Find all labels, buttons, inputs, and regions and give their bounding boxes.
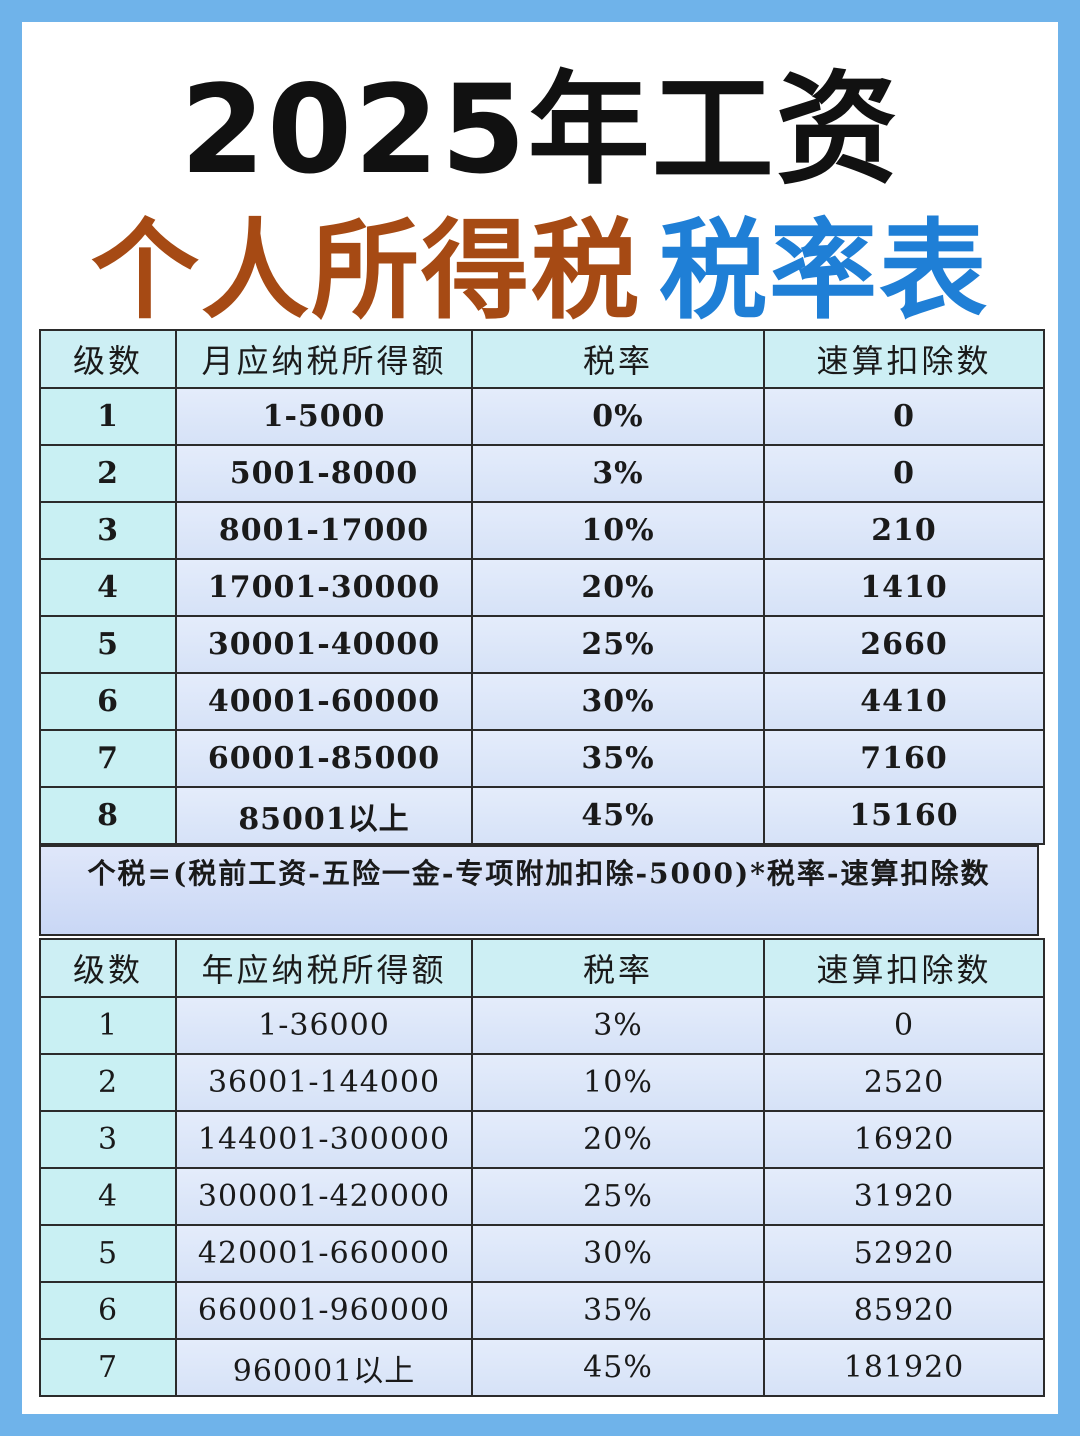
- table-cell: 45%: [471, 786, 765, 845]
- table-cell: 16920: [763, 1110, 1045, 1169]
- table-row: 1 1-36000 3% 0: [39, 996, 1045, 1055]
- table-cell: 7: [39, 729, 177, 788]
- table-cell: 2520: [763, 1053, 1045, 1112]
- table-cell: 3%: [471, 444, 765, 503]
- column-header: 月应纳税所得额: [175, 329, 473, 389]
- table-row: 5 420001-660000 30% 52920: [39, 1224, 1045, 1283]
- table-row: 5 30001-40000 25% 2660: [39, 615, 1045, 674]
- table-cell: 1: [39, 387, 177, 446]
- table-cell: 35%: [471, 729, 765, 788]
- table-cell: 20%: [471, 1110, 765, 1169]
- table-cell: 6: [39, 1281, 177, 1340]
- table-cell: 7: [39, 1338, 177, 1397]
- table-cell: 181920: [763, 1338, 1045, 1397]
- table-cell: 210: [763, 501, 1045, 560]
- table-row: 1 1-5000 0% 0: [39, 387, 1045, 446]
- table-cell: 20%: [471, 558, 765, 617]
- table-cell: 1-36000: [175, 996, 473, 1055]
- table-cell: 5: [39, 615, 177, 674]
- table-cell: 10%: [471, 1053, 765, 1112]
- table-cell: 25%: [471, 1167, 765, 1226]
- table-cell: 6: [39, 672, 177, 731]
- title-tax-rate-table: 个人所得税 税率表: [22, 212, 1058, 332]
- table-cell: 2660: [763, 615, 1045, 674]
- table-cell: 45%: [471, 1338, 765, 1397]
- title-individual-income-tax: 个人所得税: [90, 209, 641, 334]
- table-cell: 3: [39, 1110, 177, 1169]
- table-row: 6 40001-60000 30% 4410: [39, 672, 1045, 731]
- table-cell: 30001-40000: [175, 615, 473, 674]
- table-cell: 2: [39, 444, 177, 503]
- table-cell: 60001-85000: [175, 729, 473, 788]
- column-header: 速算扣除数: [763, 938, 1045, 998]
- table-cell: 300001-420000: [175, 1167, 473, 1226]
- table-cell: 3: [39, 501, 177, 560]
- table-cell: 960001以上: [175, 1338, 473, 1397]
- table-header-row: 级数 月应纳税所得额 税率 速算扣除数: [39, 329, 1045, 389]
- table-row: 3 144001-300000 20% 16920: [39, 1110, 1045, 1169]
- table-cell: 30%: [471, 672, 765, 731]
- table-cell: 31920: [763, 1167, 1045, 1226]
- table-header-row: 级数 年应纳税所得额 税率 速算扣除数: [39, 938, 1045, 998]
- table-cell: 420001-660000: [175, 1224, 473, 1283]
- table-cell: 52920: [763, 1224, 1045, 1283]
- tax-rate-poster: 2025年工资 个人所得税 税率表 级数 月应纳税所得额 税率 速算扣除数 1 1-5000…: [22, 22, 1058, 1414]
- table-cell: 144001-300000: [175, 1110, 473, 1169]
- table-cell: 0: [763, 444, 1045, 503]
- table-cell: 0: [763, 387, 1045, 446]
- table-row: 4 17001-30000 20% 1410: [39, 558, 1045, 617]
- table-cell: 85001以上: [175, 786, 473, 845]
- table-cell: 36001-144000: [175, 1053, 473, 1112]
- table-row: 7 60001-85000 35% 7160: [39, 729, 1045, 788]
- table-cell: 5: [39, 1224, 177, 1283]
- annual-tax-table: 级数 年应纳税所得额 税率 速算扣除数 1 1-36000 3% 0 2 36001-144000…: [39, 938, 1045, 1397]
- table-row: 4 300001-420000 25% 31920: [39, 1167, 1045, 1226]
- table-cell: 30%: [471, 1224, 765, 1283]
- table-row: 2 36001-144000 10% 2520: [39, 1053, 1045, 1112]
- monthly-tax-table: 级数 月应纳税所得额 税率 速算扣除数 1 1-5000 0% 0 2 5001-8000 3% 0 3…: [39, 329, 1045, 845]
- table-cell: 5001-8000: [175, 444, 473, 503]
- tax-formula: 个税=(税前工资-五险一金-专项附加扣除-5000)*税率-速算扣除数: [39, 845, 1039, 936]
- table-row: 2 5001-8000 3% 0: [39, 444, 1045, 503]
- column-header: 级数: [39, 329, 177, 389]
- column-header: 速算扣除数: [763, 329, 1045, 389]
- table-cell: 25%: [471, 615, 765, 674]
- column-header: 级数: [39, 938, 177, 998]
- table-cell: 4410: [763, 672, 1045, 731]
- title-rate-table: 税率表: [659, 209, 990, 334]
- table-cell: 7160: [763, 729, 1045, 788]
- table-cell: 0%: [471, 387, 765, 446]
- table-row: 3 8001-17000 10% 210: [39, 501, 1045, 560]
- column-header: 税率: [471, 329, 765, 389]
- table-cell: 15160: [763, 786, 1045, 845]
- table-cell: 10%: [471, 501, 765, 560]
- table-cell: 1-5000: [175, 387, 473, 446]
- table-cell: 17001-30000: [175, 558, 473, 617]
- table-cell: 1: [39, 996, 177, 1055]
- table-cell: 3%: [471, 996, 765, 1055]
- table-row: 6 660001-960000 35% 85920: [39, 1281, 1045, 1340]
- table-cell: 4: [39, 558, 177, 617]
- table-cell: 85920: [763, 1281, 1045, 1340]
- table-cell: 0: [763, 996, 1045, 1055]
- table-cell: 4: [39, 1167, 177, 1226]
- table-cell: 2: [39, 1053, 177, 1112]
- table-cell: 660001-960000: [175, 1281, 473, 1340]
- table-row: 8 85001以上 45% 15160: [39, 786, 1045, 845]
- title-year-salary: 2025年工资: [180, 59, 900, 201]
- table-cell: 35%: [471, 1281, 765, 1340]
- table-cell: 40001-60000: [175, 672, 473, 731]
- table-cell: 1410: [763, 558, 1045, 617]
- table-row: 7 960001以上 45% 181920: [39, 1338, 1045, 1397]
- column-header: 年应纳税所得额: [175, 938, 473, 998]
- table-cell: 8: [39, 786, 177, 845]
- column-header: 税率: [471, 938, 765, 998]
- table-cell: 8001-17000: [175, 501, 473, 560]
